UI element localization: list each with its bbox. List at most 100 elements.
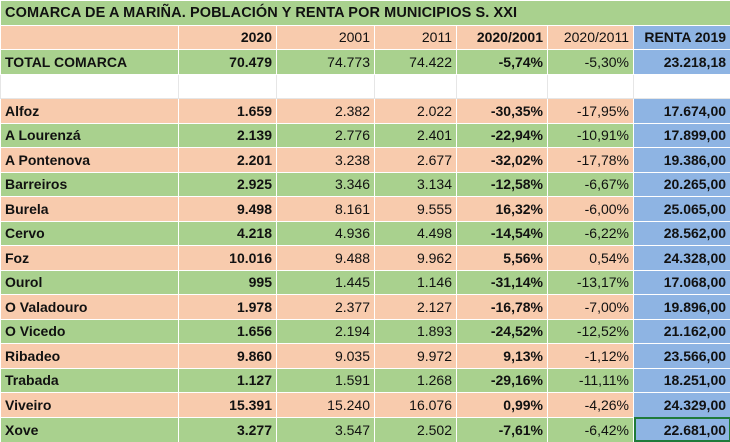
- population-2011-cell[interactable]: 3.134: [375, 172, 457, 197]
- blank-cell[interactable]: [548, 74, 634, 99]
- renta-2019-cell[interactable]: 25.065,00: [634, 197, 730, 222]
- table-title[interactable]: COMARCA DE A MARIÑA. POBLACIÓN Y RENTA P…: [1, 1, 730, 26]
- population-2001-cell[interactable]: 4.936: [277, 221, 375, 246]
- population-2001-cell[interactable]: 3.238: [277, 148, 375, 173]
- change-2020-2011-cell[interactable]: -6,22%: [548, 221, 634, 246]
- renta-2019-cell[interactable]: 20.265,00: [634, 172, 730, 197]
- population-2020-cell[interactable]: 3.277: [179, 417, 277, 442]
- municipality-name-cell[interactable]: Ourol: [1, 270, 179, 295]
- total-2020-cell[interactable]: 70.479: [179, 50, 277, 75]
- change-2020-2011-cell[interactable]: -17,95%: [548, 99, 634, 124]
- renta-2019-cell[interactable]: 24.328,00: [634, 246, 730, 271]
- population-2020-cell[interactable]: 1.656: [179, 319, 277, 344]
- change-2020-2011-cell[interactable]: -10,91%: [548, 123, 634, 148]
- change-2020-2001-cell[interactable]: 0,99%: [457, 393, 548, 418]
- change-2020-2001-cell[interactable]: -29,16%: [457, 368, 548, 393]
- municipality-name-cell[interactable]: Ribadeo: [1, 344, 179, 369]
- population-2001-cell[interactable]: 8.161: [277, 197, 375, 222]
- header-cell-2011[interactable]: 2011: [375, 25, 457, 50]
- header-cell-name[interactable]: [1, 25, 179, 50]
- population-2011-cell[interactable]: 16.076: [375, 393, 457, 418]
- total-change-2001-cell[interactable]: -5,74%: [457, 50, 548, 75]
- population-2011-cell[interactable]: 2.502: [375, 417, 457, 442]
- municipality-name-cell[interactable]: A Lourenzá: [1, 123, 179, 148]
- municipality-name-cell[interactable]: Barreiros: [1, 172, 179, 197]
- blank-cell[interactable]: [634, 74, 730, 99]
- population-2020-cell[interactable]: 2.139: [179, 123, 277, 148]
- population-2011-cell[interactable]: 1.893: [375, 319, 457, 344]
- change-2020-2001-cell[interactable]: -16,78%: [457, 295, 548, 320]
- change-2020-2001-cell[interactable]: -32,02%: [457, 148, 548, 173]
- municipality-name-cell[interactable]: Viveiro: [1, 393, 179, 418]
- municipality-name-cell[interactable]: Xove: [1, 417, 179, 442]
- change-2020-2001-cell[interactable]: -7,61%: [457, 417, 548, 442]
- renta-2019-cell[interactable]: 17.899,00: [634, 123, 730, 148]
- population-2020-cell[interactable]: 15.391: [179, 393, 277, 418]
- population-2020-cell[interactable]: 2.925: [179, 172, 277, 197]
- blank-cell[interactable]: [277, 74, 375, 99]
- change-2020-2001-cell[interactable]: -12,58%: [457, 172, 548, 197]
- blank-cell[interactable]: [457, 74, 548, 99]
- header-cell-change-2011[interactable]: 2020/2011: [548, 25, 634, 50]
- population-2011-cell[interactable]: 1.268: [375, 368, 457, 393]
- change-2020-2011-cell[interactable]: -6,00%: [548, 197, 634, 222]
- renta-2019-cell[interactable]: 18.251,00: [634, 368, 730, 393]
- population-2011-cell[interactable]: 9.972: [375, 344, 457, 369]
- population-2001-cell[interactable]: 15.240: [277, 393, 375, 418]
- blank-cell[interactable]: [179, 74, 277, 99]
- renta-2019-cell[interactable]: 22.681,00: [634, 417, 730, 442]
- population-2011-cell[interactable]: 2.677: [375, 148, 457, 173]
- header-cell-2001[interactable]: 2001: [277, 25, 375, 50]
- renta-2019-cell[interactable]: 23.566,00: [634, 344, 730, 369]
- change-2020-2011-cell[interactable]: -6,67%: [548, 172, 634, 197]
- change-2020-2011-cell[interactable]: -6,42%: [548, 417, 634, 442]
- population-2011-cell[interactable]: 2.022: [375, 99, 457, 124]
- population-2020-cell[interactable]: 9.860: [179, 344, 277, 369]
- change-2020-2001-cell[interactable]: 9,13%: [457, 344, 548, 369]
- municipality-name-cell[interactable]: A Pontenova: [1, 148, 179, 173]
- total-2011-cell[interactable]: 74.422: [375, 50, 457, 75]
- population-2001-cell[interactable]: 2.377: [277, 295, 375, 320]
- population-2001-cell[interactable]: 3.346: [277, 172, 375, 197]
- header-cell-2020[interactable]: 2020: [179, 25, 277, 50]
- population-2020-cell[interactable]: 1.978: [179, 295, 277, 320]
- population-2011-cell[interactable]: 9.962: [375, 246, 457, 271]
- population-2001-cell[interactable]: 3.547: [277, 417, 375, 442]
- change-2020-2001-cell[interactable]: -14,54%: [457, 221, 548, 246]
- population-2020-cell[interactable]: 10.016: [179, 246, 277, 271]
- change-2020-2001-cell[interactable]: 5,56%: [457, 246, 548, 271]
- renta-2019-cell[interactable]: 21.162,00: [634, 319, 730, 344]
- population-2001-cell[interactable]: 9.488: [277, 246, 375, 271]
- renta-2019-cell[interactable]: 17.068,00: [634, 270, 730, 295]
- change-2020-2011-cell[interactable]: 0,54%: [548, 246, 634, 271]
- change-2020-2011-cell[interactable]: -7,00%: [548, 295, 634, 320]
- change-2020-2001-cell[interactable]: -31,14%: [457, 270, 548, 295]
- change-2020-2001-cell[interactable]: 16,32%: [457, 197, 548, 222]
- municipality-name-cell[interactable]: Alfoz: [1, 99, 179, 124]
- municipality-name-cell[interactable]: Trabada: [1, 368, 179, 393]
- blank-cell[interactable]: [1, 74, 179, 99]
- municipality-name-cell[interactable]: Burela: [1, 197, 179, 222]
- population-2001-cell[interactable]: 2.194: [277, 319, 375, 344]
- change-2020-2011-cell[interactable]: -13,17%: [548, 270, 634, 295]
- header-cell-change-2001[interactable]: 2020/2001: [457, 25, 548, 50]
- population-2011-cell[interactable]: 4.498: [375, 221, 457, 246]
- total-change-2011-cell[interactable]: -5,30%: [548, 50, 634, 75]
- municipality-name-cell[interactable]: Cervo: [1, 221, 179, 246]
- renta-2019-cell[interactable]: 24.329,00: [634, 393, 730, 418]
- change-2020-2011-cell[interactable]: -1,12%: [548, 344, 634, 369]
- change-2020-2001-cell[interactable]: -22,94%: [457, 123, 548, 148]
- total-2001-cell[interactable]: 74.773: [277, 50, 375, 75]
- header-cell-renta[interactable]: RENTA 2019: [634, 25, 730, 50]
- population-2020-cell[interactable]: 1.659: [179, 99, 277, 124]
- municipality-name-cell[interactable]: O Valadouro: [1, 295, 179, 320]
- municipality-name-cell[interactable]: Foz: [1, 246, 179, 271]
- renta-2019-cell[interactable]: 19.896,00: [634, 295, 730, 320]
- renta-2019-cell[interactable]: 19.386,00: [634, 148, 730, 173]
- change-2020-2001-cell[interactable]: -30,35%: [457, 99, 548, 124]
- population-2001-cell[interactable]: 2.776: [277, 123, 375, 148]
- renta-2019-cell[interactable]: 28.562,00: [634, 221, 730, 246]
- population-2001-cell[interactable]: 2.382: [277, 99, 375, 124]
- population-2020-cell[interactable]: 2.201: [179, 148, 277, 173]
- population-2001-cell[interactable]: 9.035: [277, 344, 375, 369]
